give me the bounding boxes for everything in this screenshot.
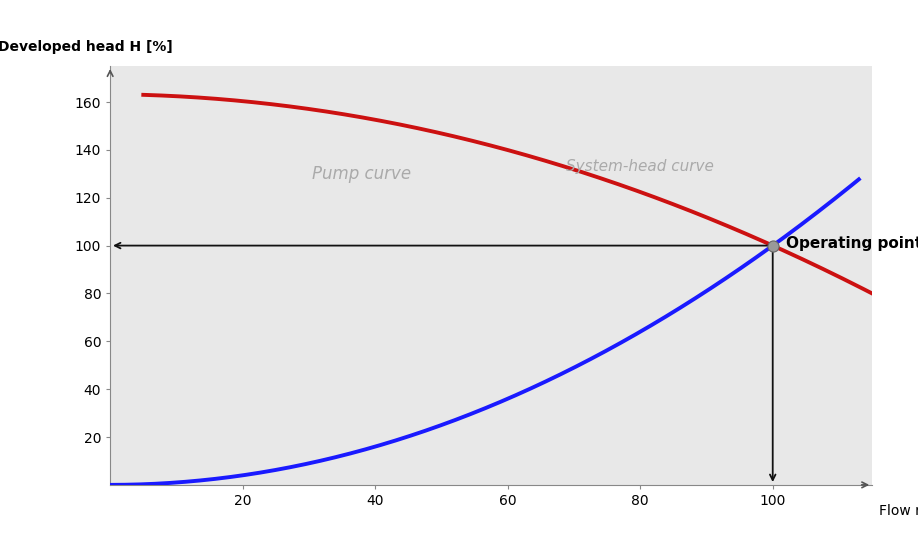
Text: Flow rate Q [%]: Flow rate Q [%] xyxy=(879,504,918,518)
Text: System-head curve: System-head curve xyxy=(566,159,714,174)
Text: Developed head H [%]: Developed head H [%] xyxy=(0,40,173,54)
Text: Pump curve: Pump curve xyxy=(312,165,411,183)
Text: Operating point: Operating point xyxy=(786,236,918,251)
